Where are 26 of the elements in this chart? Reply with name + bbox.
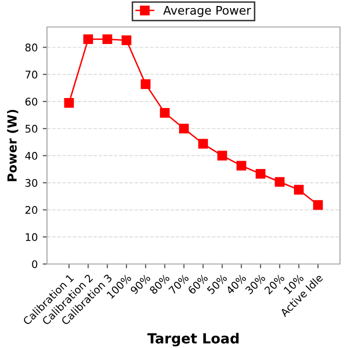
y-tick-label: 0	[32, 260, 38, 268]
y-tick-label: 40	[25, 152, 38, 160]
y-tick-label: 50	[26, 124, 38, 133]
point	[122, 35, 132, 46]
point	[256, 168, 266, 179]
y-axis-title: Power (W)	[7, 110, 18, 182]
y-tick-label: 20	[25, 206, 38, 214]
point	[313, 200, 323, 210]
point	[102, 34, 112, 44]
legend-label: Average Power	[163, 6, 252, 18]
point	[160, 108, 170, 118]
y-tick-label: 60	[25, 98, 38, 106]
point	[140, 79, 150, 90]
point	[217, 150, 228, 161]
point	[179, 124, 189, 134]
point	[294, 184, 304, 195]
y-tick-label: 80	[25, 44, 38, 52]
y-tick-label: 30	[26, 178, 38, 187]
y-tick-label: 10	[26, 233, 38, 242]
x-axis-title: Target Load	[147, 332, 239, 346]
point	[198, 138, 208, 149]
point	[236, 160, 246, 171]
point	[83, 34, 94, 44]
y-tick-label: 70	[26, 70, 38, 79]
point	[274, 177, 285, 187]
point	[64, 98, 74, 108]
